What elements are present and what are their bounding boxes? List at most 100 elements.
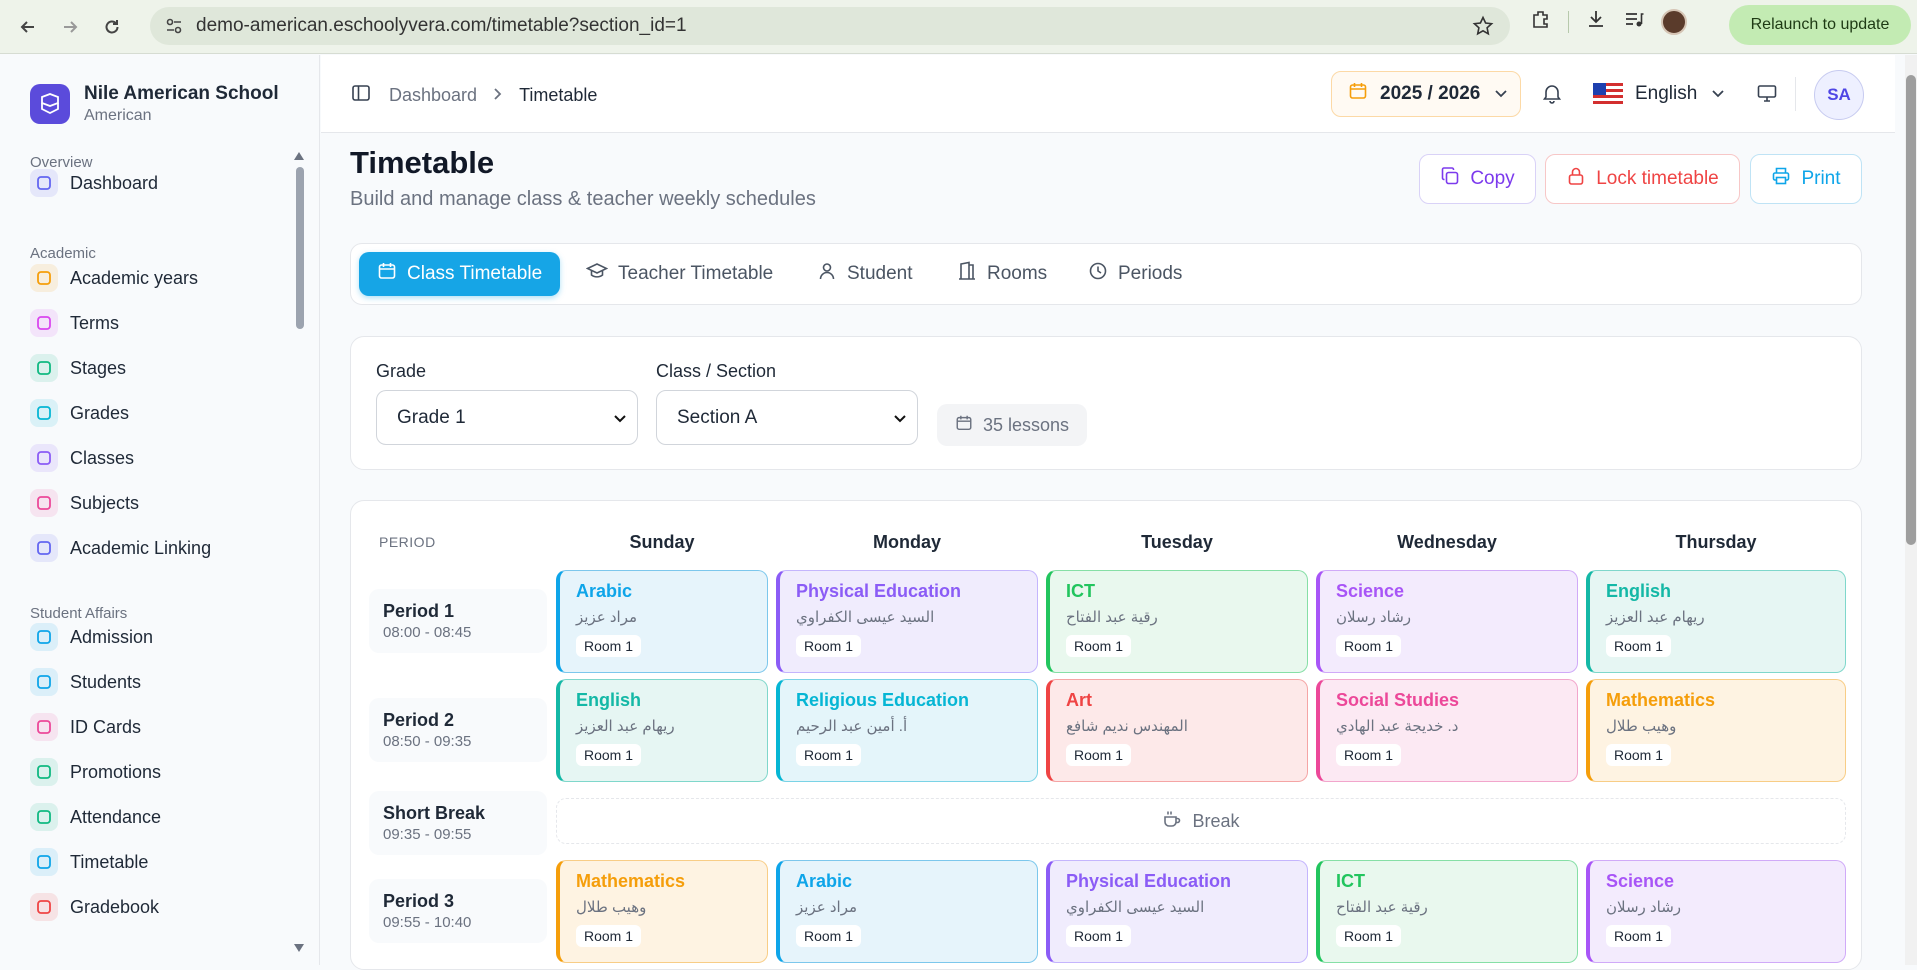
- lesson-cell[interactable]: Art المهندس نديم شافع Room 1: [1046, 679, 1308, 782]
- sidebar-item-timetable[interactable]: Timetable: [30, 845, 148, 879]
- print-button[interactable]: Print: [1750, 154, 1862, 204]
- sidebar-item-promotions[interactable]: Promotions: [30, 755, 161, 789]
- forward-icon[interactable]: [56, 13, 84, 41]
- bookmark-star-icon[interactable]: [1472, 15, 1494, 43]
- lesson-cell[interactable]: Science رشاد رسلان Room 1: [1316, 570, 1578, 673]
- download-icon[interactable]: [1585, 8, 1607, 35]
- sidebar-item-label: Students: [70, 671, 142, 692]
- lesson-cell[interactable]: Mathematics وهيب طلال Room 1: [556, 860, 768, 963]
- lesson-subject: ICT: [1066, 581, 1095, 601]
- tab-teacher-timetable[interactable]: Teacher Timetable: [585, 252, 774, 296]
- tab-rooms[interactable]: Rooms: [957, 252, 1047, 296]
- lesson-subject: Arabic: [796, 871, 853, 891]
- sidebar-item-label: Attendance: [70, 806, 162, 827]
- lesson-teacher: ريهام عبد العزيز: [1606, 609, 1705, 626]
- address-bar[interactable]: demo-american.eschoolyvera.com/timetable…: [150, 7, 1510, 45]
- lesson-cell[interactable]: ICT رقية عبد الفتاح Room 1: [1316, 860, 1578, 963]
- sidebar-item-classes[interactable]: Classes: [30, 441, 134, 475]
- lesson-cell[interactable]: Arabic مراد عزيز Room 1: [776, 860, 1038, 963]
- sidebar-item-id-cards[interactable]: ID Cards: [30, 710, 141, 744]
- lesson-room-badge: Room 1: [1066, 744, 1132, 766]
- tab-class-timetable[interactable]: Class Timetable: [359, 252, 561, 296]
- calendar-icon: [30, 264, 58, 292]
- printer-icon: [1771, 166, 1791, 192]
- sidebar-item-admission[interactable]: Admission: [30, 620, 153, 654]
- period-cell: Short Break 09:35 - 09:55: [369, 791, 547, 855]
- lesson-cell[interactable]: English ريهام عبد العزيز Room 1: [1586, 570, 1846, 673]
- lesson-teacher: أ. أمين عبد الرحيم: [796, 718, 908, 735]
- sidebar-item-label: Terms: [70, 312, 119, 333]
- brand-subtitle: American: [84, 107, 152, 124]
- lesson-cell[interactable]: ICT رقية عبد الفتاح Room 1: [1046, 570, 1308, 673]
- tab-label: Rooms: [987, 263, 1048, 284]
- toolbar-divider: [1568, 10, 1569, 33]
- sidebar-item-terms[interactable]: Terms: [30, 306, 119, 340]
- profile-avatar-icon[interactable]: [1661, 8, 1687, 35]
- media-control-icon[interactable]: [1623, 8, 1645, 35]
- period-time: 09:35 - 09:55: [383, 826, 472, 843]
- tab-periods[interactable]: Periods: [1088, 252, 1182, 296]
- sidebar-item-students[interactable]: Students: [30, 665, 141, 699]
- sidebar-item-academic-linking[interactable]: Academic Linking: [30, 531, 211, 565]
- lesson-cell[interactable]: Social Studies د. خديجة عبد الهادي Room 1: [1316, 679, 1578, 782]
- clipboard-icon: [30, 893, 58, 921]
- period-cell: Period 3 09:55 - 10:40: [369, 879, 547, 943]
- lesson-teacher: مراد عزيز: [796, 899, 858, 916]
- sidebar-toggle-icon[interactable]: [351, 83, 371, 108]
- period-name: Short Break: [383, 803, 486, 823]
- tab-student[interactable]: Student: [817, 252, 913, 296]
- period-time: 08:00 - 08:45: [383, 624, 472, 641]
- sidebar-item-subjects[interactable]: Subjects: [30, 486, 139, 520]
- sidebar-item-grades[interactable]: Grades: [30, 396, 129, 430]
- relaunch-button[interactable]: Relaunch to update: [1729, 5, 1911, 45]
- scroll-down-icon[interactable]: [293, 940, 305, 958]
- notification-bell-icon[interactable]: [1541, 82, 1563, 109]
- chevron-down-icon: [893, 409, 907, 433]
- grade-select[interactable]: Grade 1: [376, 390, 638, 445]
- back-icon[interactable]: [14, 13, 42, 41]
- lessons-count: 35 lessons: [982, 414, 1070, 435]
- brand[interactable]: Nile American School American: [30, 83, 279, 125]
- sidebar-item-attendance[interactable]: Attendance: [30, 800, 161, 834]
- sidebar-item-dashboard[interactable]: Dashboard: [30, 166, 158, 200]
- sidebar-item-label: Timetable: [70, 851, 149, 872]
- lesson-cell[interactable]: English ريهام عبد العزيز Room 1: [556, 679, 768, 782]
- day-header-tuesday: Tuesday: [1141, 532, 1213, 552]
- lesson-room-badge: Room 1: [1066, 635, 1132, 657]
- scroll-up-icon[interactable]: [293, 148, 305, 166]
- lesson-cell[interactable]: Physical Education السيد عيسى الكفراوي Roo…: [1046, 860, 1308, 963]
- page-scrollbar[interactable]: [1906, 75, 1916, 545]
- site-settings-icon[interactable]: [164, 16, 184, 42]
- lesson-cell[interactable]: Religious Education أ. أمين عبد الرحيم Roo…: [776, 679, 1038, 782]
- user-avatar[interactable]: SA: [1814, 70, 1864, 120]
- academic-year-selector[interactable]: 2025 / 2026: [1331, 71, 1521, 117]
- sidebar-item-label: Promotions: [70, 761, 162, 782]
- lesson-subject: Physical Education: [796, 581, 962, 601]
- sidebar-item-stages[interactable]: Stages: [30, 351, 126, 385]
- sidebar-item-gradebook[interactable]: Gradebook: [30, 890, 159, 924]
- sidebar-item-academic-years[interactable]: Academic years: [30, 261, 198, 295]
- section-select[interactable]: Section A: [656, 390, 918, 445]
- tab-label: Teacher Timetable: [618, 263, 774, 284]
- reload-icon[interactable]: [98, 13, 126, 41]
- page-title: Timetable: [350, 145, 495, 180]
- copy-button-label: Copy: [1470, 168, 1515, 189]
- extensions-icon[interactable]: [1530, 8, 1552, 35]
- language-selector[interactable]: English: [1593, 71, 1725, 117]
- lesson-cell[interactable]: Mathematics وهيب طلال Room 1: [1586, 679, 1846, 782]
- tab-label: Class Timetable: [407, 263, 543, 284]
- lesson-cell[interactable]: Arabic مراد عزيز Room 1: [556, 570, 768, 673]
- monitor-icon[interactable]: [1756, 82, 1778, 109]
- lesson-teacher: وهيب طلال: [576, 899, 647, 916]
- grade-label: Grade: [376, 361, 427, 381]
- lesson-cell[interactable]: Physical Education السيد عيسى الكفراوي Roo…: [776, 570, 1038, 673]
- topbar-divider: [1795, 77, 1796, 111]
- copy-button[interactable]: Copy: [1419, 154, 1536, 204]
- lesson-teacher: ريهام عبد العزيز: [576, 718, 675, 735]
- lesson-subject: Arabic: [576, 581, 633, 601]
- lesson-cell[interactable]: Science رشاد رسلان Room 1: [1586, 860, 1846, 963]
- breadcrumb-dashboard[interactable]: Dashboard: [389, 85, 478, 105]
- sidebar-item-label: Stages: [70, 357, 127, 378]
- lock-timetable-button[interactable]: Lock timetable: [1545, 154, 1740, 204]
- sidebar-scrollbar[interactable]: [296, 167, 304, 329]
